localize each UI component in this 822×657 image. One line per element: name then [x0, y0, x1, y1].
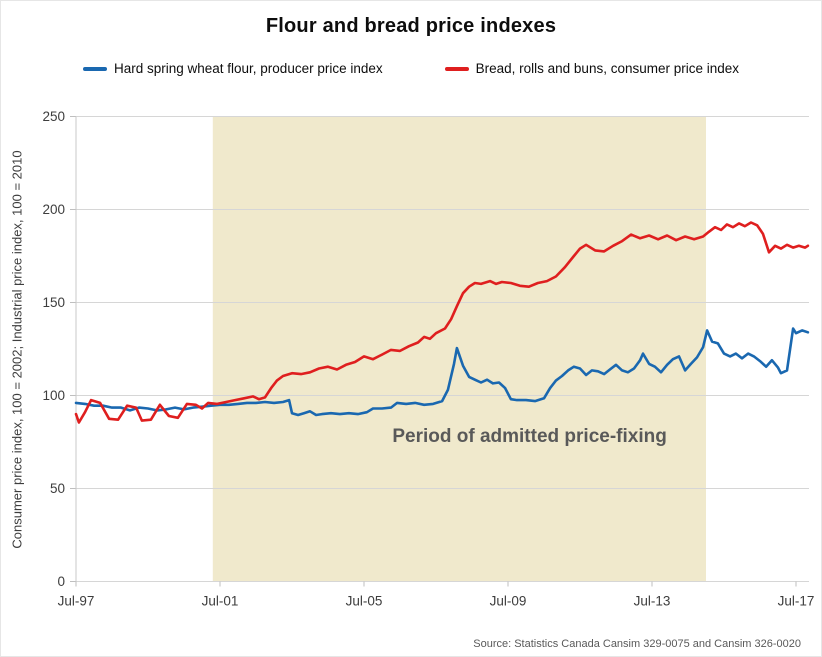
price-fixing-shaded-region — [212, 116, 707, 582]
flour-series-line — [74, 327, 810, 417]
x-tick-label: Jul-05 — [346, 594, 383, 609]
x-tick-label: Jul-13 — [634, 594, 671, 609]
y-tick-label: 250 — [42, 109, 65, 124]
legend-label-bread: Bread, rolls and buns, consumer price in… — [475, 61, 740, 76]
price-fixing-annotation: Period of admitted price-fixing — [392, 426, 666, 447]
legend: Hard spring wheat flour, producer price … — [1, 61, 821, 76]
y-tick-label: 0 — [57, 574, 65, 589]
x-tick-label: Jul-17 — [778, 594, 815, 609]
flour-series-swatch-icon — [82, 66, 107, 71]
legend-label-flour: Hard spring wheat flour, producer price … — [113, 61, 383, 76]
chart-title: Flour and bread price indexes — [265, 15, 557, 37]
x-tick-label: Jul-01 — [202, 594, 239, 609]
y-tick-label: 200 — [42, 202, 65, 217]
y-tick-label: 50 — [50, 481, 65, 496]
bread-series-line — [74, 221, 810, 424]
bread-series-swatch-icon — [444, 66, 469, 71]
y-tick-label: 150 — [42, 295, 65, 310]
legend-item-bread: Bread, rolls and buns, consumer price in… — [444, 61, 740, 76]
y-tick-label: 100 — [42, 388, 65, 403]
legend-item-flour: Hard spring wheat flour, producer price … — [82, 61, 383, 76]
x-tick-label: Jul-09 — [490, 594, 527, 609]
x-tick-label: Jul-97 — [58, 594, 95, 609]
source-note: Source: Statistics Canada Cansim 329-007… — [473, 638, 801, 650]
